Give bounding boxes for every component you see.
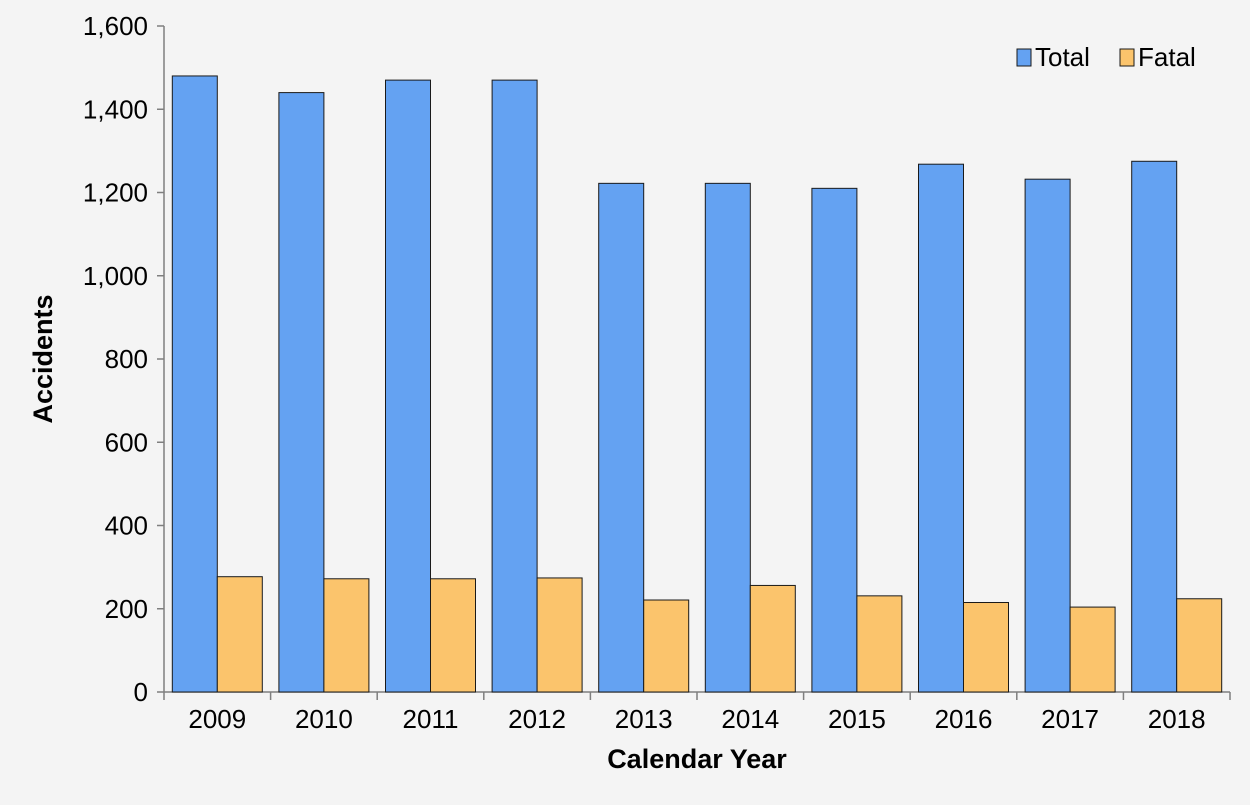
bar-total-2015 [811,187,858,693]
bar-fatal-2018 [1176,598,1223,693]
bar-total-2014 [704,182,751,693]
bar-fatal-2013 [643,599,690,693]
x-tick-label: 2014 [721,704,779,734]
x-tick-label: 2009 [188,704,246,734]
y-tick-label: 1,600 [83,11,148,41]
bar-total-2017 [1024,178,1071,693]
legend-swatch-total [1016,48,1032,67]
x-axis-title: Calendar Year [607,744,787,774]
y-tick-label: 200 [105,594,148,624]
bar-fatal-2011 [430,578,476,693]
y-tick-label: 1,000 [83,261,148,291]
x-axis: 2009 2010 2011 2012 2013 2014 2015 2016 2017 2018 [163,691,1231,734]
y-tick-label: 400 [105,511,148,541]
y-axis-title: Accidents [28,294,58,423]
bar-total-2018 [1131,160,1178,693]
bar-total-2010 [278,92,325,693]
bar-fatal-2016 [963,602,1009,693]
legend-label-fatal: Fatal [1138,42,1196,72]
bar-total-2016 [918,163,964,693]
y-tick-label: 1,400 [83,94,148,124]
x-tick-label: 2018 [1148,704,1206,734]
bar-total-2013 [598,182,645,693]
legend-label-total: Total [1035,42,1090,72]
x-tick-label: 2010 [295,704,353,734]
bar-total-2012 [491,79,538,693]
bar-total-2011 [385,79,431,693]
bar-fatal-2009 [216,576,263,693]
y-tick-label: 600 [105,427,148,457]
bar-total-2009 [171,75,218,693]
legend-swatch-fatal [1119,48,1135,67]
x-tick-label: 2012 [508,704,566,734]
x-tick-label: 2015 [828,704,886,734]
y-axis: 0 200 400 600 800 1,000 1,200 1,400 1,600 [83,11,165,707]
x-tick-label: 2011 [403,704,459,734]
legend: Total Fatal [1016,42,1196,72]
bar-fatal-2015 [856,595,903,693]
x-tick-label: 2016 [935,704,993,734]
bars [171,75,1223,693]
y-tick-label: 1,200 [83,178,148,208]
y-tick-label: 0 [134,677,148,707]
bar-fatal-2014 [749,584,796,693]
x-tick-label: 2013 [615,704,673,734]
bar-fatal-2017 [1069,606,1116,693]
bar-fatal-2010 [323,578,370,693]
bar-fatal-2012 [536,577,583,693]
y-tick-label: 800 [105,344,148,374]
x-tick-label: 2017 [1041,704,1099,734]
